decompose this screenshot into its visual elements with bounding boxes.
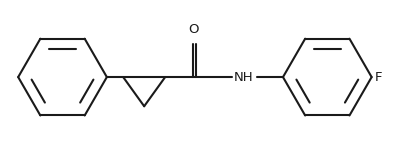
Text: O: O bbox=[188, 23, 199, 36]
Text: NH: NH bbox=[234, 71, 253, 84]
Text: F: F bbox=[375, 71, 382, 84]
